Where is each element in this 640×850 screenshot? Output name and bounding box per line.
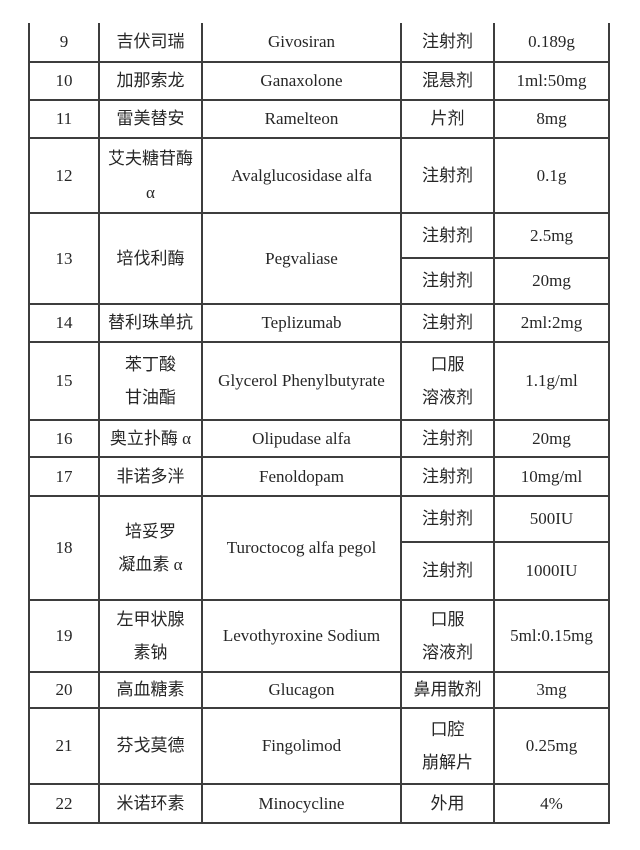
table-subrow: 注射剂 20mg bbox=[29, 257, 610, 305]
cell-name-cn: 替利珠单抗 bbox=[98, 303, 203, 343]
cell-dosage-form: 注射剂 bbox=[400, 419, 495, 458]
cell-name-en: Levothyroxine Sodium bbox=[201, 599, 402, 673]
cell-number: 21 bbox=[28, 707, 100, 785]
cell-name-en: Glucagon bbox=[201, 671, 402, 709]
table-row: 16 奥立扑酶 α Olipudase alfa 注射剂 20mg bbox=[28, 419, 610, 458]
cell-name-cn: 培妥罗 凝血素 α bbox=[98, 495, 203, 601]
cell-name-en: Teplizumab bbox=[201, 303, 402, 343]
table-row: 19 左甲状腺 素钠 Levothyroxine Sodium 口服 溶液剂 5… bbox=[28, 599, 610, 673]
cell-dosage-form: 注射剂 bbox=[400, 257, 495, 305]
table-row: 18 培妥罗 凝血素 α Turoctocog alfa pegol 注射剂 5… bbox=[28, 495, 610, 601]
table-row: 12 艾夫糖苷酶 α Avalglucosidase alfa 注射剂 0.1g bbox=[28, 137, 610, 214]
cell-name-cn: 加那索龙 bbox=[98, 61, 203, 101]
cell-number: 9 bbox=[28, 23, 100, 63]
cell-number: 13 bbox=[28, 212, 100, 305]
cell-dosage-form: 口腔 崩解片 bbox=[400, 707, 495, 785]
cell-number: 11 bbox=[28, 99, 100, 139]
cell-spec: 10mg/ml bbox=[493, 456, 610, 497]
cell-number: 22 bbox=[28, 783, 100, 824]
cell-spec: 20mg bbox=[493, 257, 610, 305]
cell-spec: 0.25mg bbox=[493, 707, 610, 785]
cell-name-en: Pegvaliase bbox=[201, 212, 402, 305]
cell-dosage-form: 口服 溶液剂 bbox=[400, 341, 495, 421]
cell-dosage-form: 混悬剂 bbox=[400, 61, 495, 101]
cell-number: 15 bbox=[28, 341, 100, 421]
cell-dosage-form: 片剂 bbox=[400, 99, 495, 139]
table-row: 17 非诺多泮 Fenoldopam 注射剂 10mg/ml bbox=[28, 456, 610, 497]
cell-number: 20 bbox=[28, 671, 100, 709]
table-row: 13 培伐利酶 Pegvaliase 注射剂 2.5mg bbox=[28, 212, 610, 305]
cell-name-en: Minocycline bbox=[201, 783, 402, 824]
cell-spec: 500IU bbox=[493, 495, 610, 543]
cell-name-cn: 米诺环素 bbox=[98, 783, 203, 824]
cell-dosage-form: 外用 bbox=[400, 783, 495, 824]
cell-spec: 2ml:2mg bbox=[493, 303, 610, 343]
cell-spec: 1000IU bbox=[493, 541, 610, 601]
cell-dosage-form: 注射剂 bbox=[400, 137, 495, 214]
cell-spec: 1ml:50mg bbox=[493, 61, 610, 101]
cell-spec: 5ml:0.15mg bbox=[493, 599, 610, 673]
cell-number: 17 bbox=[28, 456, 100, 497]
cell-name-en: Ramelteon bbox=[201, 99, 402, 139]
cell-name-en: Avalglucosidase alfa bbox=[201, 137, 402, 214]
cell-name-en: Turoctocog alfa pegol bbox=[201, 495, 402, 601]
cell-name-cn: 吉伏司瑞 bbox=[98, 23, 203, 63]
cell-number: 10 bbox=[28, 61, 100, 101]
cell-number: 14 bbox=[28, 303, 100, 343]
cell-name-en: Glycerol Phenylbutyrate bbox=[201, 341, 402, 421]
cell-name-cn: 左甲状腺 素钠 bbox=[98, 599, 203, 673]
cell-spec: 1.1g/ml bbox=[493, 341, 610, 421]
table-row: 11 雷美替安 Ramelteon 片剂 8mg bbox=[28, 99, 610, 139]
table-row: 21 芬戈莫德 Fingolimod 口腔 崩解片 0.25mg bbox=[28, 707, 610, 785]
cell-dosage-form: 注射剂 bbox=[400, 303, 495, 343]
cell-name-en: Givosiran bbox=[201, 23, 402, 63]
cell-spec: 0.1g bbox=[493, 137, 610, 214]
drug-table: 9 吉伏司瑞 Givosiran 注射剂 0.189g 10 加那索龙 Gana… bbox=[28, 23, 610, 824]
cell-number: 18 bbox=[28, 495, 100, 601]
cell-name-en: Fingolimod bbox=[201, 707, 402, 785]
cell-dosage-form: 鼻用散剂 bbox=[400, 671, 495, 709]
cell-number: 16 bbox=[28, 419, 100, 458]
table-row: 22 米诺环素 Minocycline 外用 4% bbox=[28, 783, 610, 824]
cell-spec: 4% bbox=[493, 783, 610, 824]
cell-name-en: Olipudase alfa bbox=[201, 419, 402, 458]
cell-name-en: Ganaxolone bbox=[201, 61, 402, 101]
cell-name-cn: 苯丁酸 甘油酯 bbox=[98, 341, 203, 421]
cell-dosage-form: 注射剂 bbox=[400, 456, 495, 497]
cell-dosage-form: 注射剂 bbox=[400, 541, 495, 601]
table-subrow: 注射剂 1000IU bbox=[29, 541, 610, 601]
cell-dosage-form: 口服 溶液剂 bbox=[400, 599, 495, 673]
cell-dosage-form: 注射剂 bbox=[400, 212, 495, 259]
table-row: 20 高血糖素 Glucagon 鼻用散剂 3mg bbox=[28, 671, 610, 709]
cell-name-cn: 奥立扑酶 α bbox=[98, 419, 203, 458]
table-row: 10 加那索龙 Ganaxolone 混悬剂 1ml:50mg bbox=[28, 61, 610, 101]
cell-name-cn: 雷美替安 bbox=[98, 99, 203, 139]
table-row: 15 苯丁酸 甘油酯 Glycerol Phenylbutyrate 口服 溶液… bbox=[28, 341, 610, 421]
cell-spec: 3mg bbox=[493, 671, 610, 709]
cell-spec: 0.189g bbox=[493, 23, 610, 63]
cell-name-en: Fenoldopam bbox=[201, 456, 402, 497]
cell-name-cn: 非诺多泮 bbox=[98, 456, 203, 497]
cell-name-cn: 培伐利酶 bbox=[98, 212, 203, 305]
table-row: 9 吉伏司瑞 Givosiran 注射剂 0.189g bbox=[28, 23, 610, 63]
table-row: 14 替利珠单抗 Teplizumab 注射剂 2ml:2mg bbox=[28, 303, 610, 343]
cell-name-cn: 艾夫糖苷酶 α bbox=[98, 137, 203, 214]
cell-name-cn: 高血糖素 bbox=[98, 671, 203, 709]
cell-number: 12 bbox=[28, 137, 100, 214]
cell-dosage-form: 注射剂 bbox=[400, 23, 495, 63]
cell-spec: 8mg bbox=[493, 99, 610, 139]
cell-spec: 20mg bbox=[493, 419, 610, 458]
cell-number: 19 bbox=[28, 599, 100, 673]
cell-name-cn: 芬戈莫德 bbox=[98, 707, 203, 785]
cell-spec: 2.5mg bbox=[493, 212, 610, 259]
cell-dosage-form: 注射剂 bbox=[400, 495, 495, 543]
